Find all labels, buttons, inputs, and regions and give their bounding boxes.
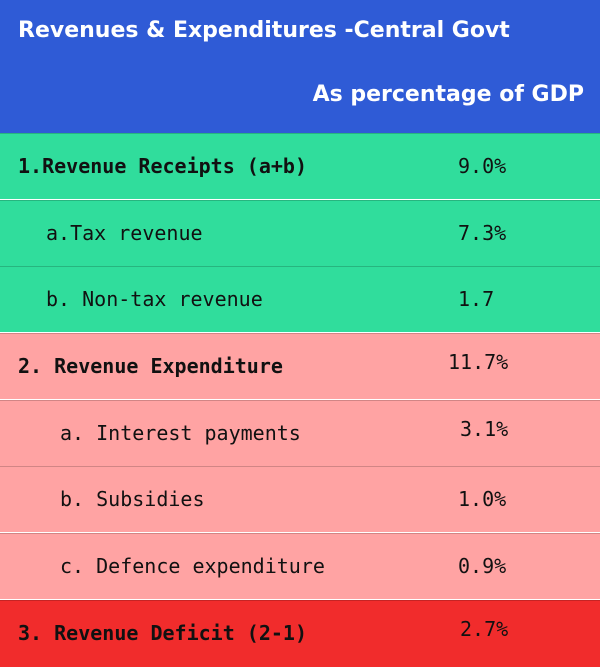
row-label: c. Defence expenditure bbox=[60, 554, 325, 578]
table-subtitle: As percentage of GDP bbox=[312, 82, 584, 107]
row-value: 7.3% bbox=[458, 221, 507, 245]
row-value: 3.1% bbox=[460, 417, 509, 441]
row-revenue-deficit: 3. Revenue Deficit (2-1) 2.7% bbox=[0, 600, 600, 667]
row-label: 3. Revenue Deficit (2-1) bbox=[18, 621, 307, 645]
table-title: Revenues & Expenditures -Central Govt bbox=[18, 18, 510, 43]
row-revenue-expenditure: 2. Revenue Expenditure 11.7% bbox=[0, 333, 600, 399]
row-interest-payments: a. Interest payments 3.1% bbox=[0, 400, 600, 466]
row-value: 1.0% bbox=[458, 487, 507, 511]
row-subsidies: b. Subsidies 1.0% bbox=[0, 466, 600, 532]
row-value: 9.0% bbox=[458, 154, 507, 178]
row-label: a. Interest payments bbox=[60, 421, 301, 445]
row-value: 2.7% bbox=[460, 617, 509, 641]
row-value: 1.7 bbox=[458, 287, 495, 311]
row-tax-revenue: a.Tax revenue 7.3% bbox=[0, 200, 600, 266]
row-label: a.Tax revenue bbox=[46, 221, 203, 245]
row-value: 11.7% bbox=[448, 350, 509, 374]
row-non-tax-revenue: b. Non-tax revenue 1.7 bbox=[0, 266, 600, 332]
row-label: b. Subsidies bbox=[60, 487, 205, 511]
row-revenue-receipts: 1.Revenue Receipts (a+b) 9.0% bbox=[0, 133, 600, 199]
table-header: Revenues & Expenditures -Central Govt As… bbox=[0, 0, 600, 133]
row-defence-expenditure: c. Defence expenditure 0.9% bbox=[0, 533, 600, 599]
row-label: 2. Revenue Expenditure bbox=[18, 354, 283, 378]
row-value: 0.9% bbox=[458, 554, 507, 578]
row-label: b. Non-tax revenue bbox=[46, 287, 263, 311]
row-label: 1.Revenue Receipts (a+b) bbox=[18, 154, 307, 178]
